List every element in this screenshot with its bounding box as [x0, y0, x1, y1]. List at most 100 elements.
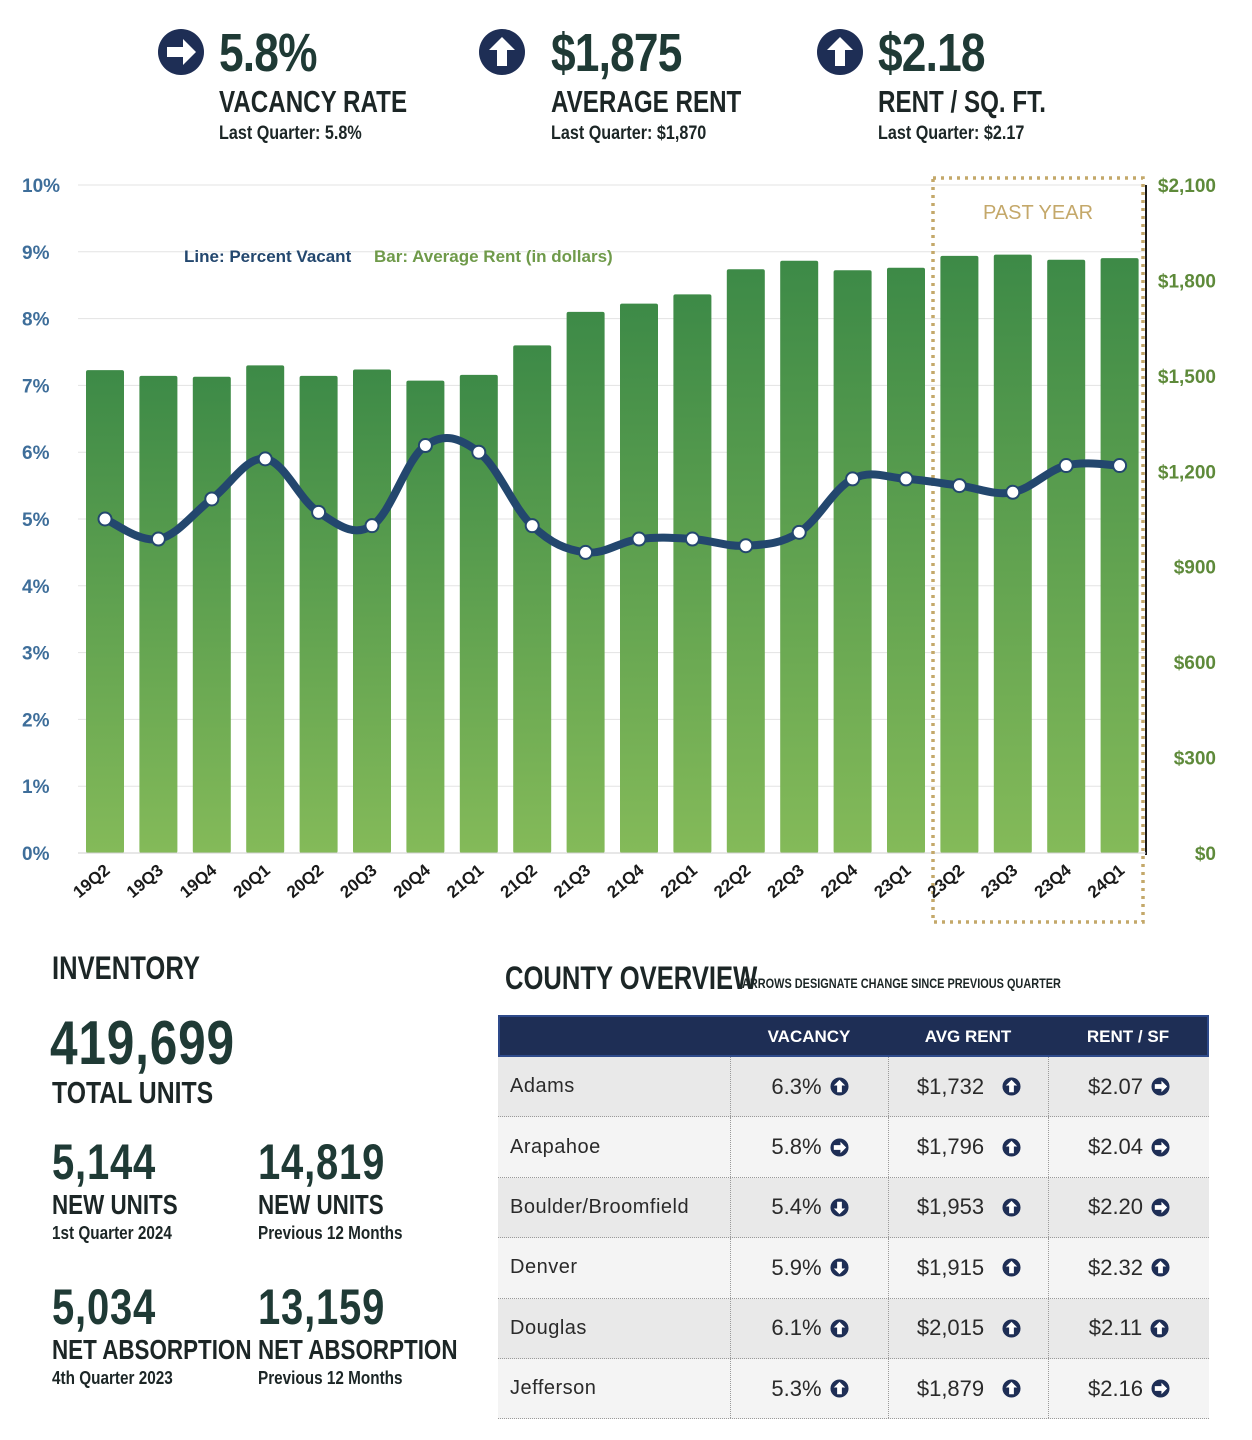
- x-tick-label: 23Q1: [870, 861, 914, 902]
- left-tick-label: 9%: [22, 243, 50, 264]
- vacancy-point: [204, 491, 220, 507]
- left-axis: 0% 1% 2% 3% 4% 5% 6% 7% 8% 9% 10%: [22, 176, 60, 865]
- right-axis: $0 $300 $600 $900 $1,200 $1,500 $1,800 $2,100: [1158, 176, 1216, 865]
- arrow-up-icon: [817, 29, 863, 75]
- kpi-label: AVERAGE RENT: [551, 84, 742, 119]
- county-name: Douglas: [510, 1299, 587, 1358]
- rent-bar: [459, 374, 498, 853]
- avg-rent-cell: $1,953: [888, 1177, 1049, 1238]
- x-tick-label: 19Q4: [176, 860, 220, 902]
- table-row: Boulder/Broomfield 5.4% $1,953 $2.20: [498, 1177, 1209, 1239]
- gridlines: [78, 184, 1146, 854]
- arrow-right-icon: [158, 29, 204, 75]
- rent-bar: [780, 260, 819, 853]
- x-tick-label: 21Q1: [443, 861, 487, 902]
- x-tick-label: 19Q3: [123, 861, 167, 902]
- total-units-value: 419,699: [50, 1009, 235, 1078]
- arrow-up-icon: [1151, 1258, 1170, 1277]
- left-tick-label: 7%: [22, 376, 50, 397]
- arrow-up-icon: [830, 1379, 849, 1398]
- arrow-right-icon: [830, 1138, 849, 1157]
- inventory-title: INVENTORY: [52, 950, 200, 986]
- left-tick-label: 4%: [22, 577, 50, 598]
- x-tick-label: 23Q3: [977, 861, 1021, 902]
- kpi-sub: Last Quarter: $1,870: [551, 123, 707, 144]
- county-name: Boulder/Broomfield: [510, 1178, 689, 1237]
- header-vacancy: VACANCY: [767, 1027, 851, 1046]
- left-tick-label: 6%: [22, 443, 50, 464]
- x-tick-label: 22Q2: [710, 861, 754, 902]
- legend-line-label: Line: Percent Vacant: [184, 247, 352, 266]
- kpi-value: $2.18: [878, 23, 986, 83]
- vacancy-point: [684, 531, 700, 547]
- cell-text: $2.11: [1088, 1315, 1143, 1341]
- bar-series: [86, 254, 1139, 854]
- cell-text: $2.16: [1087, 1375, 1144, 1401]
- x-axis-labels: 19Q2 19Q3 19Q4 20Q1 20Q2 20Q3 20Q4 21Q1 21Q2 21Q3…: [69, 860, 1128, 902]
- rent-bar: [86, 370, 124, 853]
- x-tick-label: 20Q4: [390, 860, 434, 902]
- vacancy-point: [364, 518, 380, 534]
- x-tick-label: 22Q4: [817, 860, 861, 902]
- right-tick-label: $1,200: [1158, 462, 1216, 483]
- kpi-sub: Last Quarter: 5.8%: [219, 123, 362, 144]
- x-tick-label: 20Q2: [283, 861, 327, 902]
- arrow-right-icon: [1151, 1077, 1170, 1096]
- stat-sub: 1st Quarter 2024: [52, 1223, 172, 1243]
- vacancy-point: [311, 504, 327, 520]
- arrow-up-icon: [830, 1077, 849, 1096]
- table-row: Douglas 6.1% $2,015 $2.11: [498, 1298, 1209, 1359]
- vacancy-point: [471, 444, 487, 460]
- right-tick-label: $300: [1174, 749, 1216, 770]
- vacancy-point: [791, 524, 807, 540]
- rent-bar: [246, 365, 285, 853]
- rent-sf-cell: $2.11: [1048, 1298, 1209, 1358]
- cell-text: Jefferson: [510, 1377, 597, 1400]
- rent-bar: [887, 267, 925, 853]
- left-tick-label: 2%: [22, 710, 50, 731]
- stat-sub: 4th Quarter 2023: [52, 1368, 173, 1388]
- vacancy-point: [417, 438, 433, 454]
- left-tick-label: 3%: [22, 644, 50, 665]
- arrow-down-icon: [830, 1198, 849, 1217]
- cell-text: $2,015: [916, 1315, 985, 1341]
- county-name: Arapahoe: [510, 1117, 601, 1176]
- vacancy-cell: 5.4%: [730, 1177, 889, 1238]
- stat-sub: Previous 12 Months: [258, 1223, 403, 1243]
- rent-bar: [299, 375, 338, 853]
- table-body: Adams 6.3% $1,732 $2.07 Arapahoe 5.8% $1,796 $2…: [498, 1057, 1209, 1420]
- arrow-up-icon: [1002, 1319, 1021, 1338]
- x-tick-label: 23Q4: [1031, 860, 1075, 902]
- rent-bar: [620, 303, 658, 853]
- stat-value: 5,034: [52, 1279, 157, 1335]
- x-tick-label: 23Q2: [924, 861, 968, 902]
- x-tick-label: 22Q1: [657, 861, 701, 902]
- stat-label: NET ABSORPTION: [258, 1334, 458, 1365]
- cell-text: 6.1%: [771, 1315, 822, 1341]
- rent-bar: [1047, 259, 1086, 853]
- rent-bar: [139, 375, 178, 853]
- arrow-right-icon: [1151, 1379, 1170, 1398]
- stat-new-units-quarter: 5,144 NEW UNITS 1st Quarter 2024: [52, 1133, 209, 1244]
- vacancy-point: [738, 538, 754, 554]
- rent-bar: [1100, 258, 1139, 854]
- right-tick-label: $0: [1195, 844, 1216, 865]
- table-row: Adams 6.3% $1,732 $2.07: [498, 1057, 1209, 1118]
- county-name: Adams: [510, 1057, 575, 1116]
- rent-sf-cell: $2.32: [1048, 1238, 1209, 1298]
- cell-text: $1,879: [916, 1375, 985, 1401]
- rent-bar: [833, 270, 872, 853]
- right-tick-label: $2,100: [1158, 176, 1216, 197]
- rent-sf-cell: $2.04: [1048, 1117, 1209, 1177]
- kpi-value: $1,875: [551, 23, 682, 83]
- kpi-label: RENT / SQ. FT.: [878, 84, 1046, 119]
- kpi-value: 5.8%: [219, 23, 317, 83]
- past-year-label: PAST YEAR: [983, 202, 1093, 224]
- arrow-up-icon: [1002, 1077, 1021, 1096]
- stat-label: NEW UNITS: [52, 1189, 178, 1220]
- table-row: Jefferson 5.3% $1,879 $2.16: [498, 1358, 1209, 1420]
- cell-text: Boulder/Broomfield: [510, 1195, 690, 1218]
- vacancy-cell: 5.9%: [730, 1238, 889, 1298]
- cell-text: $2.32: [1087, 1254, 1144, 1280]
- left-tick-label: 8%: [22, 310, 50, 331]
